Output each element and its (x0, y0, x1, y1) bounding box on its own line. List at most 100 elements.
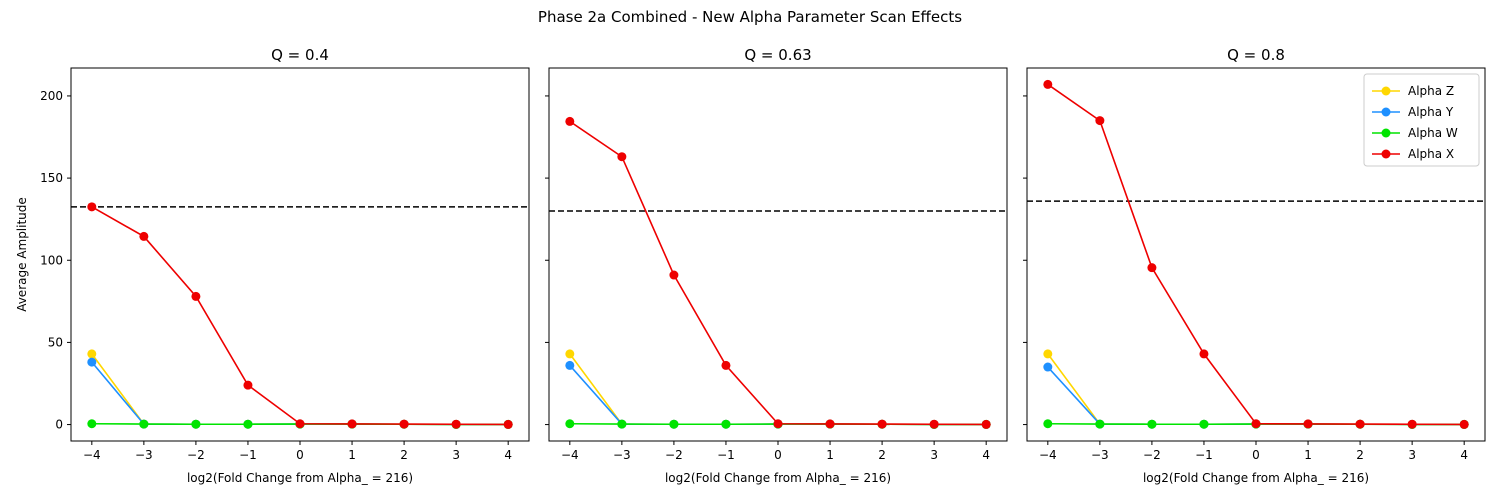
panel-title: Q = 0.4 (271, 46, 329, 64)
plot-area (565, 116, 991, 429)
data-point-alpha-x (87, 202, 97, 212)
legend-marker-alpha-y (1381, 107, 1391, 117)
legend-marker-alpha-x (1381, 149, 1391, 159)
data-point-alpha-x (773, 419, 783, 429)
x-tick-label: 4 (982, 448, 990, 462)
data-point-alpha-x (825, 419, 835, 429)
legend-marker-alpha-z (1381, 86, 1391, 96)
x-tick-label: −3 (1091, 448, 1109, 462)
panel-3: Q = 0.8 −4 −3 −2 −1 0 1 2 3 4 log2(Fold Change fro… (1023, 46, 1486, 485)
data-point-alpha-x (451, 419, 461, 429)
data-point-alpha-x (1199, 349, 1209, 359)
x-tick-label: 3 (452, 448, 460, 462)
data-point-alpha-x (1407, 419, 1417, 429)
data-point-alpha-w (1043, 419, 1053, 429)
data-point-alpha-w (565, 419, 575, 429)
data-point-alpha-x (1251, 419, 1261, 429)
data-point-alpha-x (929, 419, 939, 429)
series-line-alpha-z (91, 353, 509, 426)
data-point-alpha-x (1303, 419, 1313, 429)
data-point-alpha-w (243, 419, 253, 429)
series-line-alpha-y (569, 364, 987, 426)
panel-2: Q = 0.63 −4 −3 −2 −1 0 1 2 3 4 log2(Fold Change fr… (545, 46, 1008, 485)
legend-label-alpha-z: Alpha Z (1408, 84, 1454, 98)
data-point-alpha-w (1199, 419, 1209, 429)
figure-title: Phase 2a Combined - New Alpha Parameter … (538, 8, 962, 26)
data-point-alpha-z (1043, 349, 1053, 359)
legend-label-alpha-x: Alpha X (1408, 147, 1454, 161)
x-tick-label: 2 (1356, 448, 1364, 462)
data-point-alpha-y (87, 357, 97, 367)
x-tick-label: 3 (930, 448, 938, 462)
data-point-alpha-x (191, 291, 201, 301)
y-tick-label: 0 (55, 418, 63, 432)
data-point-alpha-z (87, 349, 97, 359)
x-tick-label: −2 (665, 448, 683, 462)
data-point-alpha-w (617, 419, 627, 429)
data-point-alpha-x (1095, 116, 1105, 126)
series-line-alpha-x (91, 206, 509, 426)
x-tick-label: −4 (1039, 448, 1057, 462)
legend-label-alpha-y: Alpha Y (1408, 105, 1454, 119)
data-point-alpha-x (347, 419, 357, 429)
x-tick-label: −2 (187, 448, 205, 462)
data-point-alpha-w (87, 419, 97, 429)
y-axis-label: Average Amplitude (15, 197, 29, 312)
x-tick-label: 2 (400, 448, 408, 462)
x-tick-label: 1 (1304, 448, 1312, 462)
x-tick-label: 3 (1408, 448, 1416, 462)
data-point-alpha-x (1043, 79, 1053, 89)
data-point-alpha-x (721, 360, 731, 370)
data-point-alpha-x (565, 116, 575, 126)
data-point-alpha-w (669, 419, 679, 429)
x-tick-label: 0 (1252, 448, 1260, 462)
y-tick-label: 50 (48, 335, 63, 349)
y-tick-label: 100 (40, 253, 63, 267)
data-point-alpha-x (877, 419, 887, 429)
data-point-alpha-z (565, 349, 575, 359)
x-tick-label: 4 (1460, 448, 1468, 462)
data-point-alpha-w (139, 419, 149, 429)
x-axis-label: log2(Fold Change from Alpha_ = 216) (187, 471, 413, 485)
data-point-alpha-y (565, 360, 575, 370)
data-point-alpha-x (981, 419, 991, 429)
legend: Alpha Z Alpha Y Alpha W Alpha X (1363, 73, 1480, 167)
data-point-alpha-x (243, 380, 253, 390)
x-axis-label: log2(Fold Change from Alpha_ = 216) (665, 471, 891, 485)
data-point-alpha-x (399, 419, 409, 429)
data-point-alpha-x (669, 270, 679, 280)
data-point-alpha-x (295, 419, 305, 429)
data-point-alpha-x (1459, 419, 1469, 429)
panel-title: Q = 0.8 (1227, 46, 1285, 64)
x-tick-label: 0 (774, 448, 782, 462)
x-tick-label: 1 (348, 448, 356, 462)
data-point-alpha-x (139, 231, 149, 241)
series-line-alpha-y (1047, 366, 1465, 426)
y-tick-label: 200 (40, 89, 63, 103)
x-tick-label: 0 (296, 448, 304, 462)
data-point-alpha-y (1043, 362, 1053, 372)
x-tick-label: −1 (717, 448, 735, 462)
x-axis-label: log2(Fold Change from Alpha_ = 216) (1143, 471, 1369, 485)
series-line-alpha-y (91, 361, 509, 426)
data-point-alpha-x (1355, 419, 1365, 429)
x-tick-label: −4 (83, 448, 101, 462)
x-tick-label: 2 (878, 448, 886, 462)
x-tick-label: −2 (1143, 448, 1161, 462)
panel-1: Q = 0.4 −4 −3 −2 −1 0 1 2 3 4 0 50 100 150 200 log2(Fol… (15, 46, 530, 485)
data-point-alpha-w (721, 419, 731, 429)
data-point-alpha-x (503, 419, 513, 429)
y-tick-label: 150 (40, 171, 63, 185)
x-tick-label: −1 (239, 448, 257, 462)
legend-label-alpha-w: Alpha W (1408, 126, 1458, 140)
x-tick-label: −4 (561, 448, 579, 462)
legend-marker-alpha-w (1381, 128, 1391, 138)
x-tick-label: −3 (613, 448, 631, 462)
data-point-alpha-x (1147, 263, 1157, 273)
plot-area (1043, 79, 1469, 429)
data-point-alpha-w (191, 419, 201, 429)
plot-area (87, 202, 513, 429)
series-line-alpha-z (1047, 353, 1465, 426)
series-line-alpha-z (569, 353, 987, 426)
